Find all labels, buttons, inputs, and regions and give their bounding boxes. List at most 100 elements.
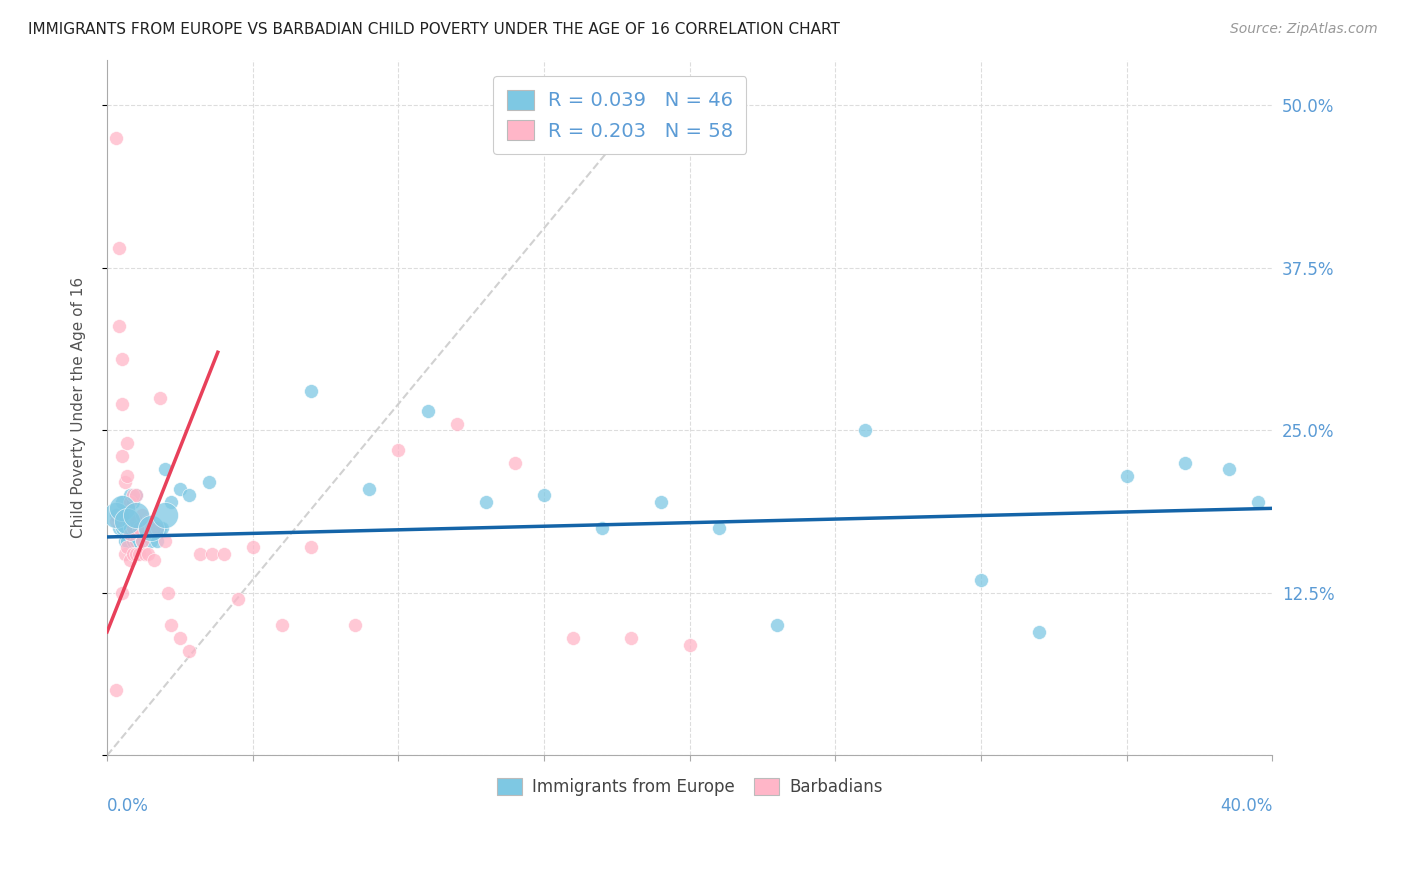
Point	[707, 521, 730, 535]
Point	[120, 527, 142, 541]
Point	[128, 547, 150, 561]
Point	[114, 533, 136, 548]
Point	[104, 514, 127, 528]
Point	[152, 521, 174, 535]
Point	[120, 521, 142, 535]
Point	[533, 488, 555, 502]
Point	[122, 533, 145, 548]
Point	[125, 547, 148, 561]
Point	[139, 533, 162, 548]
Point	[177, 644, 200, 658]
Point	[122, 521, 145, 535]
Point	[212, 547, 235, 561]
Point	[177, 488, 200, 502]
Point	[114, 508, 136, 522]
Point	[125, 488, 148, 502]
Point	[201, 547, 224, 561]
Point	[104, 508, 127, 522]
Point	[299, 384, 322, 399]
Point	[131, 533, 153, 548]
Point	[970, 573, 993, 587]
Point	[114, 521, 136, 535]
Point	[562, 632, 585, 646]
Point	[117, 436, 139, 450]
Point	[1247, 495, 1270, 509]
Point	[111, 495, 134, 509]
Point	[359, 482, 381, 496]
Point	[198, 475, 221, 490]
Point	[122, 495, 145, 509]
Point	[117, 541, 139, 555]
Point	[155, 508, 177, 522]
Point	[128, 521, 150, 535]
Point	[122, 488, 145, 502]
Point	[1218, 462, 1240, 476]
Point	[148, 391, 170, 405]
Point	[117, 533, 139, 548]
Point	[125, 514, 148, 528]
Point	[125, 533, 148, 548]
Point	[111, 351, 134, 366]
Point	[104, 508, 127, 522]
Point	[1174, 456, 1197, 470]
Point	[131, 533, 153, 548]
Point	[117, 514, 139, 528]
Point	[142, 553, 165, 567]
Point	[387, 442, 409, 457]
Point	[125, 508, 148, 522]
Point	[226, 592, 249, 607]
Point	[111, 397, 134, 411]
Point	[136, 521, 159, 535]
Point	[160, 495, 183, 509]
Point	[299, 541, 322, 555]
Point	[107, 319, 129, 334]
Point	[117, 468, 139, 483]
Point	[188, 547, 211, 561]
Point	[117, 508, 139, 522]
Point	[136, 547, 159, 561]
Point	[131, 521, 153, 535]
Point	[114, 475, 136, 490]
Point	[134, 521, 156, 535]
Point	[120, 495, 142, 509]
Point	[853, 423, 876, 437]
Point	[160, 618, 183, 632]
Point	[111, 521, 134, 535]
Point	[142, 521, 165, 535]
Point	[591, 521, 613, 535]
Point	[107, 521, 129, 535]
Point	[169, 632, 191, 646]
Point	[1115, 468, 1137, 483]
Point	[111, 586, 134, 600]
Point	[120, 488, 142, 502]
Point	[125, 521, 148, 535]
Point	[139, 521, 162, 535]
Point	[169, 482, 191, 496]
Point	[145, 533, 167, 548]
Point	[155, 462, 177, 476]
Point	[446, 417, 468, 431]
Text: IMMIGRANTS FROM EUROPE VS BARBADIAN CHILD POVERTY UNDER THE AGE OF 16 CORRELATIO: IMMIGRANTS FROM EUROPE VS BARBADIAN CHIL…	[28, 22, 839, 37]
Point	[128, 521, 150, 535]
Point	[104, 130, 127, 145]
Point	[114, 547, 136, 561]
Point	[416, 404, 439, 418]
Point	[503, 456, 526, 470]
Point	[620, 632, 643, 646]
Point	[134, 547, 156, 561]
Point	[139, 521, 162, 535]
Legend: Immigrants from Europe, Barbadians: Immigrants from Europe, Barbadians	[489, 772, 890, 803]
Point	[145, 521, 167, 535]
Point	[148, 521, 170, 535]
Point	[125, 488, 148, 502]
Point	[107, 241, 129, 255]
Point	[136, 514, 159, 528]
Text: Source: ZipAtlas.com: Source: ZipAtlas.com	[1230, 22, 1378, 37]
Text: 40.0%: 40.0%	[1220, 797, 1272, 815]
Text: 0.0%: 0.0%	[107, 797, 149, 815]
Point	[766, 618, 789, 632]
Point	[142, 521, 165, 535]
Point	[1028, 624, 1050, 639]
Y-axis label: Child Poverty Under the Age of 16: Child Poverty Under the Age of 16	[72, 277, 86, 538]
Point	[155, 533, 177, 548]
